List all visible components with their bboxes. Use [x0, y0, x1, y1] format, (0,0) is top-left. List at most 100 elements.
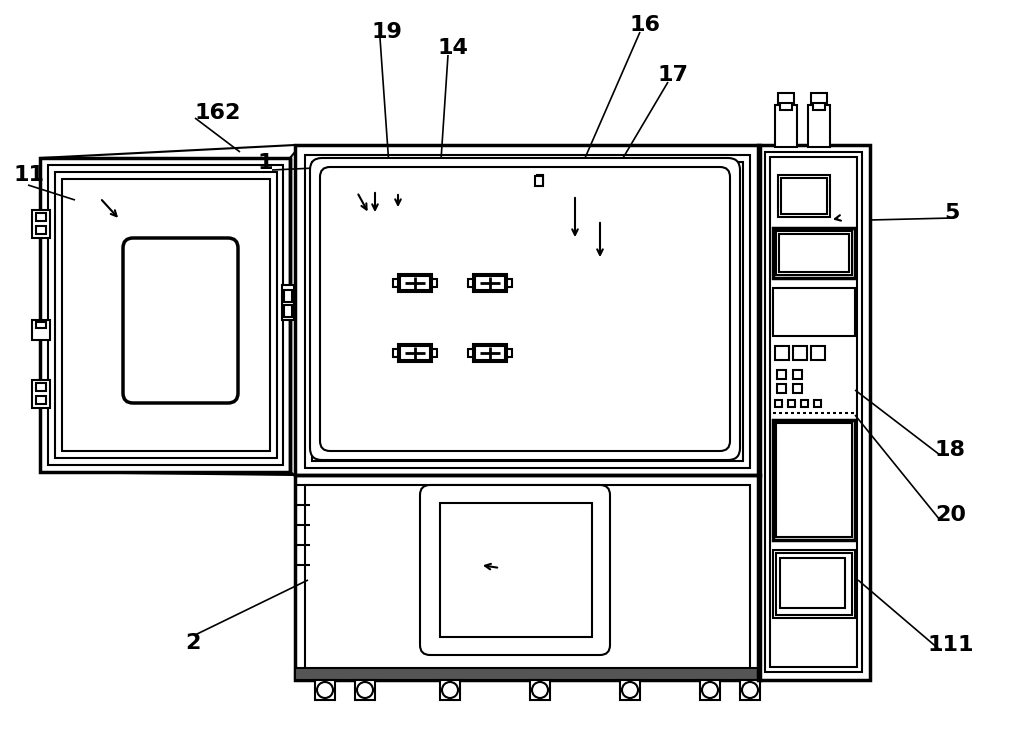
Bar	[781, 178, 826, 214]
Bar	[792, 384, 801, 393]
Bar	[776, 370, 786, 379]
Bar	[506, 279, 512, 287]
Bar	[281, 285, 293, 320]
Bar	[780, 100, 791, 110]
Bar	[315, 680, 334, 700]
Bar	[810, 346, 824, 360]
Bar	[807, 105, 829, 147]
Bar	[399, 346, 430, 360]
Bar	[780, 558, 844, 608]
Bar	[330, 295, 711, 305]
Bar	[439, 503, 591, 637]
Text: 14: 14	[437, 38, 469, 58]
Text: 1: 1	[258, 153, 273, 173]
Bar	[772, 228, 854, 278]
Bar	[475, 346, 504, 360]
Bar	[36, 396, 46, 404]
Bar	[330, 309, 711, 313]
Bar	[294, 668, 759, 680]
Bar	[536, 175, 542, 183]
Bar	[432, 279, 436, 287]
Bar	[397, 344, 432, 362]
Bar	[392, 349, 397, 357]
Bar	[774, 105, 796, 147]
Text: 18: 18	[934, 440, 965, 460]
Text: 20: 20	[934, 505, 965, 525]
Bar	[305, 155, 749, 468]
Bar	[812, 100, 824, 110]
Bar	[439, 680, 460, 700]
Bar	[40, 158, 289, 472]
Bar	[36, 322, 46, 328]
Text: 19: 19	[372, 22, 403, 42]
Bar	[399, 276, 430, 290]
Bar	[792, 370, 801, 379]
Bar	[48, 165, 282, 465]
Bar	[774, 400, 782, 407]
Bar	[772, 550, 854, 618]
Bar	[36, 213, 46, 221]
Bar	[32, 320, 50, 340]
Bar	[330, 377, 711, 381]
Bar	[764, 152, 861, 672]
Bar	[777, 93, 793, 103]
Text: 111: 111	[927, 635, 973, 655]
Bar	[810, 93, 826, 103]
Bar	[813, 400, 820, 407]
Bar	[283, 305, 291, 317]
FancyBboxPatch shape	[123, 238, 237, 403]
FancyBboxPatch shape	[310, 158, 739, 460]
Bar	[775, 423, 851, 537]
Bar	[776, 384, 786, 393]
Bar	[330, 363, 711, 373]
Bar	[312, 162, 742, 461]
Bar	[473, 274, 506, 292]
Bar	[468, 279, 473, 287]
Bar	[788, 400, 794, 407]
Bar	[792, 346, 806, 360]
Bar	[506, 349, 512, 357]
Bar	[322, 167, 728, 185]
Bar	[530, 680, 549, 700]
Bar	[355, 680, 375, 700]
Bar	[397, 274, 432, 292]
Bar	[757, 145, 869, 680]
Bar	[699, 680, 719, 700]
Bar	[294, 145, 759, 475]
Bar	[330, 305, 711, 309]
Text: 2: 2	[184, 633, 200, 653]
Bar	[32, 210, 50, 238]
Bar	[772, 420, 854, 540]
Bar	[475, 276, 504, 290]
Bar	[774, 346, 789, 360]
FancyBboxPatch shape	[420, 485, 609, 655]
Bar	[55, 172, 277, 458]
Bar	[800, 400, 807, 407]
Bar	[620, 680, 639, 700]
Text: 17: 17	[657, 65, 688, 85]
Bar	[36, 226, 46, 234]
Bar	[535, 176, 542, 186]
Bar	[769, 157, 856, 667]
Bar	[32, 380, 50, 408]
Bar	[779, 234, 848, 272]
Bar	[330, 373, 711, 377]
Bar	[62, 179, 270, 451]
Text: 11: 11	[14, 165, 45, 185]
Bar	[775, 553, 851, 615]
Bar	[294, 475, 759, 680]
Bar	[777, 175, 829, 217]
Bar	[283, 290, 291, 302]
Bar	[305, 485, 749, 673]
Text: 16: 16	[630, 15, 660, 35]
Text: 162: 162	[195, 103, 242, 123]
Bar	[432, 349, 436, 357]
Bar	[772, 288, 854, 336]
Bar	[739, 680, 759, 700]
Bar	[330, 313, 711, 319]
Bar	[392, 279, 397, 287]
Bar	[473, 344, 506, 362]
Text: 5: 5	[943, 203, 959, 223]
Bar	[468, 349, 473, 357]
Bar	[775, 231, 851, 275]
